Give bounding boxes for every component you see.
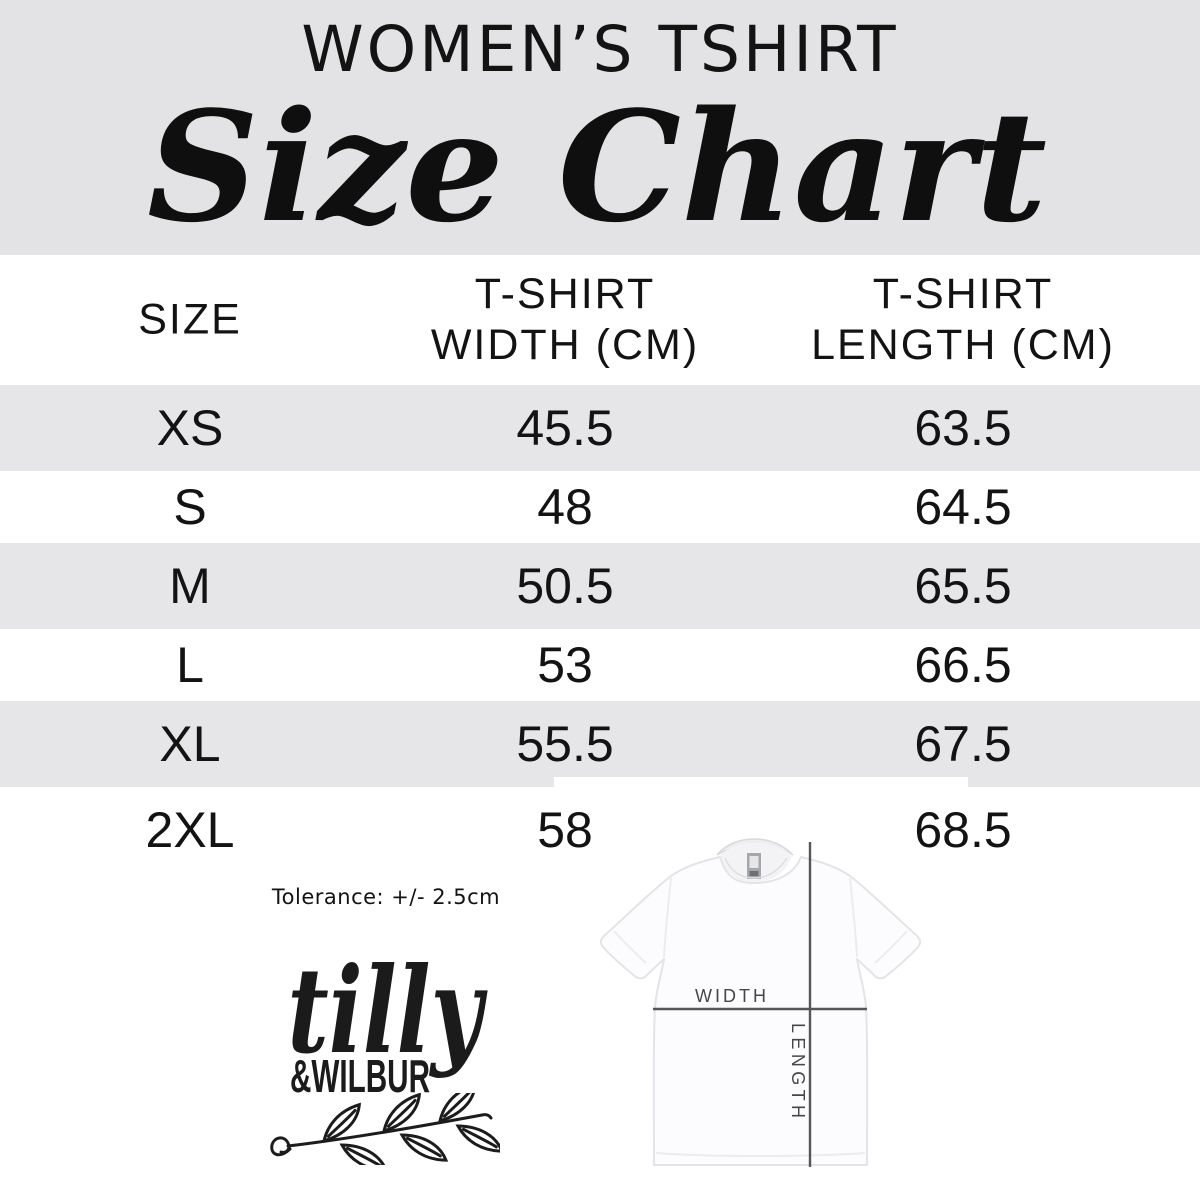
length-cell: 65.5 bbox=[914, 558, 1012, 614]
page-title: Size Chart bbox=[147, 85, 1047, 256]
tshirt-photo: WIDTH LENGTH bbox=[554, 777, 968, 1200]
table-row-xs: XS 45.5 63.5 bbox=[0, 385, 1200, 471]
length-cell: 67.5 bbox=[914, 716, 1012, 772]
width-cell: 53 bbox=[537, 637, 593, 693]
column-header-width: T-SHIRT WIDTH (CM) bbox=[431, 269, 699, 371]
size-cell: XS bbox=[156, 400, 224, 456]
row-stripe-xs bbox=[0, 385, 1200, 471]
table-row-2xl: 2XL 58 68.5 bbox=[0, 787, 1200, 873]
size-cell: 2XL bbox=[145, 802, 235, 858]
tshirt-collar-band bbox=[724, 857, 788, 879]
header-band bbox=[0, 0, 1200, 255]
laurel-branch-icon bbox=[270, 1093, 500, 1165]
column-header-width-line2: WIDTH (CM) bbox=[430, 321, 700, 369]
column-header-length: T-SHIRT LENGTH (CM) bbox=[811, 269, 1115, 371]
tshirt-body bbox=[599, 856, 922, 1166]
brand-logo-script: tilly bbox=[288, 941, 489, 1080]
size-cell: XL bbox=[159, 716, 221, 772]
width-cell: 58 bbox=[537, 802, 593, 858]
width-cell: 48 bbox=[537, 479, 593, 535]
column-header-length-line2: LENGTH (CM) bbox=[811, 321, 1115, 369]
size-cell: L bbox=[176, 637, 204, 693]
table-row-xl: XL 55.5 67.5 bbox=[0, 701, 1200, 787]
column-header-size: SIZE bbox=[138, 295, 242, 344]
column-header-length-line1: T-SHIRT bbox=[872, 270, 1054, 318]
brand-name-caps: &WILBUR bbox=[290, 1050, 430, 1100]
width-cell: 55.5 bbox=[516, 716, 614, 772]
size-cell: M bbox=[169, 558, 211, 614]
row-stripe-xl bbox=[0, 701, 1200, 787]
length-cell: 68.5 bbox=[914, 802, 1012, 858]
tshirt-stitches bbox=[613, 877, 908, 1157]
size-cell: S bbox=[173, 479, 207, 535]
length-cell: 66.5 bbox=[914, 637, 1012, 693]
row-stripe-m bbox=[0, 543, 1200, 629]
width-label: WIDTH bbox=[695, 986, 769, 1006]
table-row-l: L 53 66.5 bbox=[0, 629, 1200, 701]
width-cell: 50.5 bbox=[516, 558, 614, 614]
brand-logo-caps: &WILBUR bbox=[290, 1050, 430, 1100]
tshirt-illustration: WIDTH LENGTH bbox=[599, 838, 922, 1167]
length-label: LENGTH bbox=[788, 1023, 808, 1121]
table-header-row: SIZE T-SHIRT WIDTH (CM) T-SHIRT LENGTH (… bbox=[0, 255, 1200, 385]
brand-name-script: tilly bbox=[288, 941, 489, 1080]
length-cell: 63.5 bbox=[914, 400, 1012, 456]
table-row-s: S 48 64.5 bbox=[0, 471, 1200, 543]
table-row-m: M 50.5 65.5 bbox=[0, 543, 1200, 629]
tolerance-note: Tolerance: +/- 2.5cm bbox=[271, 885, 501, 909]
category-title: WOMEN’S TSHIRT bbox=[301, 13, 899, 86]
neck-label-tag bbox=[747, 853, 761, 879]
width-cell: 45.5 bbox=[516, 400, 614, 456]
column-header-width-line1: T-SHIRT bbox=[474, 270, 656, 318]
page-title-script: Size Chart bbox=[147, 85, 1047, 256]
length-cell: 64.5 bbox=[914, 479, 1012, 535]
